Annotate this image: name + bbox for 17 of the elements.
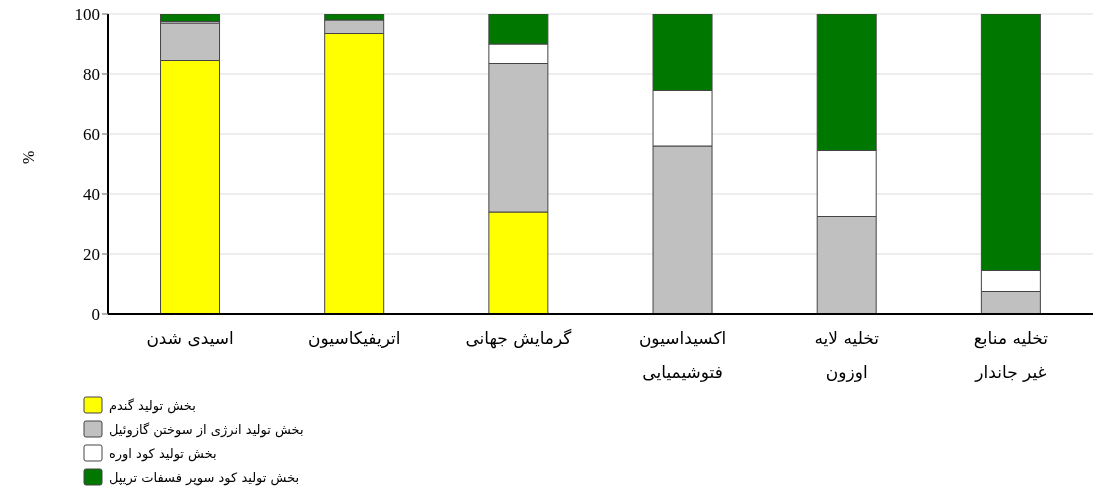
legend-label: بخش تولید گندم [109, 397, 196, 413]
x-tick-label: اتریفیکاسیون [307, 328, 401, 348]
x-tick-label: اسیدی شدن [146, 328, 234, 348]
y-tick-label: 0 [91, 305, 100, 325]
y-tick-label: 20 [83, 245, 100, 265]
x-tick-label: اکسیداسیون فتوشیمیایی [638, 328, 727, 382]
y-tick-label: 60 [83, 125, 100, 145]
x-tick-label: گرمایش جهانی [465, 328, 573, 349]
y-tick-label: 80 [83, 65, 100, 85]
legend-label: بخش تولید انرژی از سوختن گازوئیل [109, 421, 304, 437]
y-axis-title: % [19, 150, 37, 164]
y-tick-label: 40 [83, 185, 100, 205]
y-tick-label: 100 [74, 5, 100, 25]
x-tick-label: تخلیه منابع غیر جاندار [973, 328, 1049, 382]
x-tick-label: تخلیه لایه اوزون [814, 328, 880, 382]
legend-label: بخش تولید کود سوپر فسفات تریپل [109, 469, 300, 485]
legend-label: بخش تولید کود اوره [109, 445, 217, 461]
